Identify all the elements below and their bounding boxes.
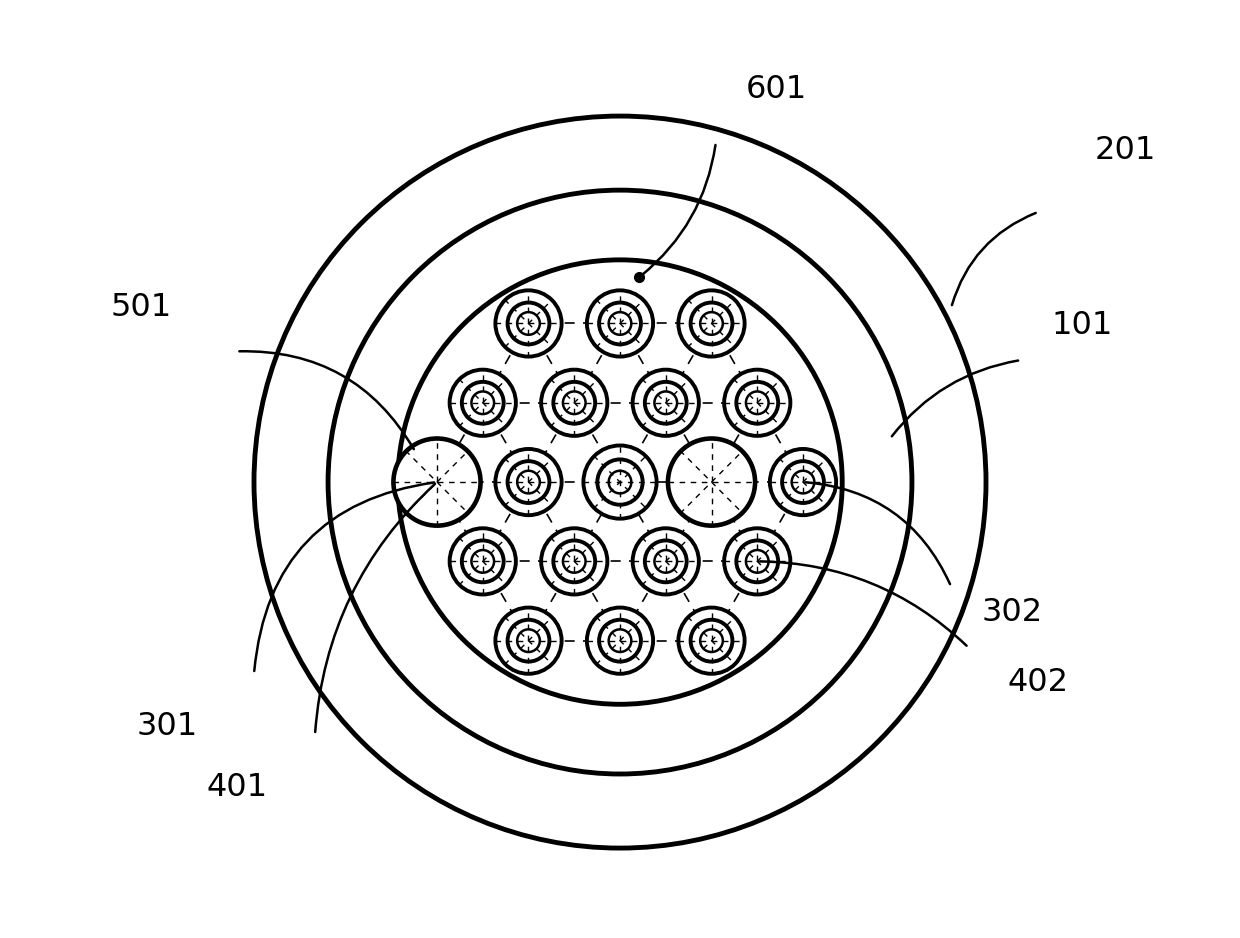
Circle shape (678, 291, 744, 356)
Circle shape (471, 550, 494, 573)
Circle shape (724, 528, 790, 595)
Text: 501: 501 (110, 293, 171, 324)
Circle shape (746, 550, 769, 573)
Circle shape (587, 291, 653, 356)
Circle shape (645, 382, 687, 424)
Circle shape (678, 608, 744, 673)
Circle shape (770, 449, 836, 515)
Circle shape (701, 312, 723, 335)
Circle shape (668, 438, 755, 525)
Circle shape (609, 629, 631, 652)
Circle shape (461, 540, 503, 582)
Circle shape (598, 460, 642, 505)
Circle shape (393, 438, 481, 525)
Circle shape (655, 550, 677, 573)
Circle shape (655, 391, 677, 414)
Circle shape (609, 312, 631, 335)
Circle shape (471, 391, 494, 414)
Text: 301: 301 (136, 711, 197, 742)
Circle shape (691, 303, 733, 344)
Circle shape (507, 303, 549, 344)
Circle shape (746, 391, 769, 414)
Circle shape (461, 382, 503, 424)
Circle shape (701, 629, 723, 652)
Circle shape (496, 449, 562, 515)
Circle shape (724, 370, 790, 436)
Circle shape (645, 540, 687, 582)
Circle shape (563, 391, 585, 414)
Text: 201: 201 (1095, 135, 1156, 166)
Circle shape (563, 550, 585, 573)
Circle shape (496, 608, 562, 673)
Circle shape (737, 382, 779, 424)
Circle shape (691, 620, 733, 661)
Text: 402: 402 (1008, 667, 1069, 698)
Circle shape (599, 303, 641, 344)
Circle shape (782, 461, 823, 503)
Text: 302: 302 (982, 598, 1043, 628)
Circle shape (553, 540, 595, 582)
Text: 601: 601 (746, 74, 807, 105)
Circle shape (507, 620, 549, 661)
Circle shape (737, 540, 779, 582)
Circle shape (599, 620, 641, 661)
Circle shape (583, 446, 657, 519)
Circle shape (517, 471, 539, 493)
Circle shape (587, 608, 653, 673)
Circle shape (632, 370, 699, 436)
Circle shape (517, 629, 539, 652)
Text: 401: 401 (206, 772, 267, 803)
Circle shape (517, 312, 539, 335)
Text: 101: 101 (1052, 310, 1112, 340)
Circle shape (553, 382, 595, 424)
Circle shape (496, 291, 562, 356)
Circle shape (791, 471, 815, 493)
Circle shape (450, 528, 516, 595)
Circle shape (507, 461, 549, 503)
Circle shape (609, 471, 631, 493)
Circle shape (632, 528, 699, 595)
Circle shape (541, 528, 608, 595)
Circle shape (450, 370, 516, 436)
Circle shape (541, 370, 608, 436)
